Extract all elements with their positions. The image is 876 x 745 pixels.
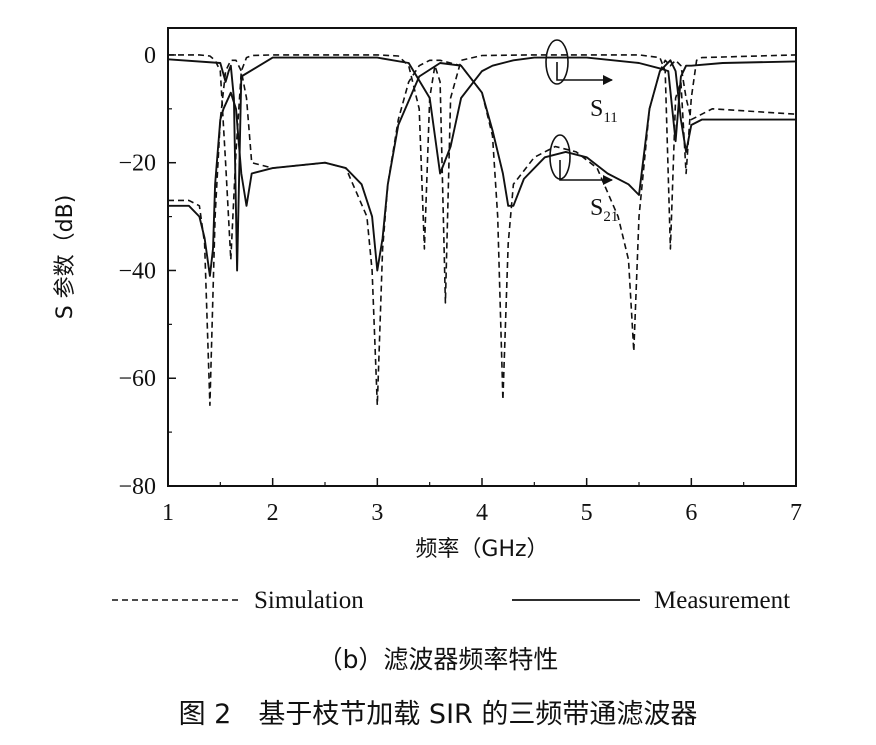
x-axis-title: 频率（GHz） xyxy=(415,537,548,562)
x-tick-label: 3 xyxy=(371,500,383,526)
s11-annotation-arrow xyxy=(556,62,613,85)
plot-area-frame xyxy=(167,27,797,487)
s11-annotation-label: S11 xyxy=(590,96,618,126)
figure-caption: 图 2 基于枝节加载 SIR 的三频带通滤波器 xyxy=(178,699,698,730)
series-line-s21-dashed xyxy=(168,59,796,406)
series-line-s21-solid xyxy=(168,59,796,277)
y-tick-label: −60 xyxy=(118,366,156,392)
s21-annotation-arrow xyxy=(559,160,613,185)
x-tick-label: 1 xyxy=(162,500,174,526)
legend-simulation-label: Simulation xyxy=(254,587,364,614)
figure-subcaption: （b）滤波器频率特性 xyxy=(317,645,559,674)
y-tick-label: −40 xyxy=(118,258,156,284)
x-tick-label: 2 xyxy=(267,500,279,526)
x-tick-label: 6 xyxy=(685,500,697,526)
s11-annotation-ellipse xyxy=(545,39,569,85)
x-tick-label: 4 xyxy=(476,500,488,526)
x-tick-label: 5 xyxy=(581,500,593,526)
y-axis-title: S 参数（dB) xyxy=(53,195,78,320)
chart: 1 2 3 4 5 6 7 0 −20 −40 −60 −80 S 参数（dB) 频率（GHz） S1… xyxy=(53,27,802,614)
series-layer xyxy=(168,54,796,406)
y-tick-label: 0 xyxy=(144,43,156,69)
tick-labels: 1 2 3 4 5 6 7 0 −20 −40 −60 −80 xyxy=(118,43,802,526)
y-tick-label: −20 xyxy=(118,151,156,177)
series-line-s11-dashed xyxy=(168,54,796,304)
legend-measurement-label: Measurement xyxy=(654,587,790,614)
y-tick-label: −80 xyxy=(118,474,156,500)
series-line-s11-solid xyxy=(168,56,796,272)
s21-annotation-label: S21 xyxy=(590,195,618,225)
x-tick-label: 7 xyxy=(790,500,802,526)
